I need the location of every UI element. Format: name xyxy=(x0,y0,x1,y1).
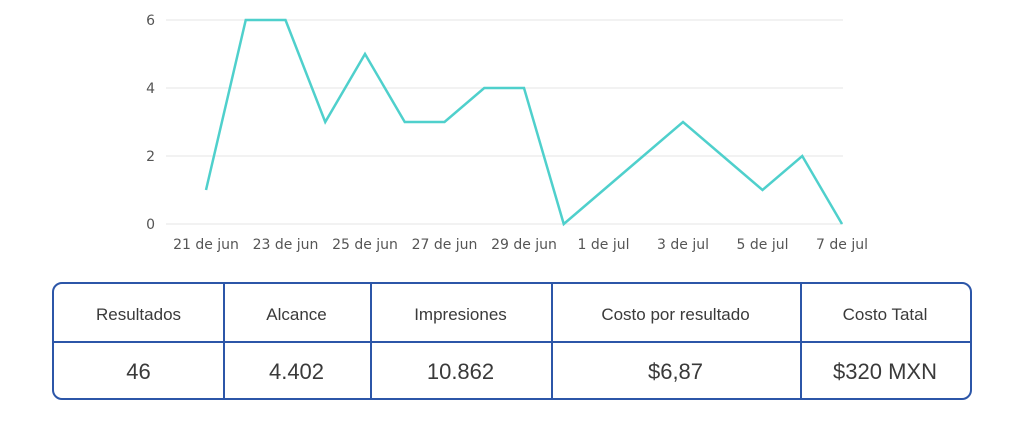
x-tick-label: 1 de jul xyxy=(578,237,630,253)
header-costo-por-resultado: Costo por resultado xyxy=(601,304,750,324)
y-tick-label: 4 xyxy=(146,81,155,97)
line-chart: 0 2 4 6 21 de jun 23 de jun 25 de jun 27 de ju… xyxy=(146,13,868,253)
header-alcance: Alcance xyxy=(266,304,327,324)
x-tick-label: 27 de jun xyxy=(412,237,478,253)
x-tick-label: 5 de jul xyxy=(737,237,789,253)
y-tick-label: 2 xyxy=(146,149,155,165)
stats-row-divider xyxy=(54,341,970,343)
value-costo-por-resultado: $6,87 xyxy=(647,358,704,384)
header-resultados: Resultados xyxy=(95,304,182,324)
series-line xyxy=(204,18,844,227)
x-tick-label: 25 de jun xyxy=(332,237,398,253)
header-costo-total: Costo Tatal xyxy=(842,304,928,324)
column-divider xyxy=(800,284,802,398)
header-impresiones: Impresiones xyxy=(414,304,507,324)
stats-value-row: 46 4.402 10.862 $6,87 $320 MXN xyxy=(54,343,970,398)
column-divider xyxy=(223,284,225,398)
series-group xyxy=(204,18,844,227)
chart-gridlines xyxy=(166,19,843,225)
stats-header-row: Resultados Alcance Impresiones Costo por… xyxy=(54,284,970,341)
x-tick-label: 21 de jun xyxy=(173,237,239,253)
value-alcance: 4.402 xyxy=(268,358,325,384)
stats-table: Resultados Alcance Impresiones Costo por… xyxy=(52,282,972,400)
x-tick-label: 7 de jul xyxy=(816,237,868,253)
y-tick-label: 0 xyxy=(146,217,155,233)
value-impresiones: 10.862 xyxy=(426,358,495,384)
column-divider xyxy=(551,284,553,398)
x-tick-label: 29 de jun xyxy=(491,237,557,253)
y-axis-tick-labels: 0 2 4 6 xyxy=(146,13,155,233)
value-costo-total: $320 MXN xyxy=(833,358,937,384)
y-tick-label: 6 xyxy=(146,13,155,29)
column-divider xyxy=(370,284,372,398)
value-resultados: 46 xyxy=(126,358,151,384)
x-tick-label: 23 de jun xyxy=(253,237,319,253)
x-tick-label: 3 de jul xyxy=(657,237,709,253)
x-axis-tick-labels: 21 de jun 23 de jun 25 de jun 27 de jun 29 d… xyxy=(173,237,868,253)
